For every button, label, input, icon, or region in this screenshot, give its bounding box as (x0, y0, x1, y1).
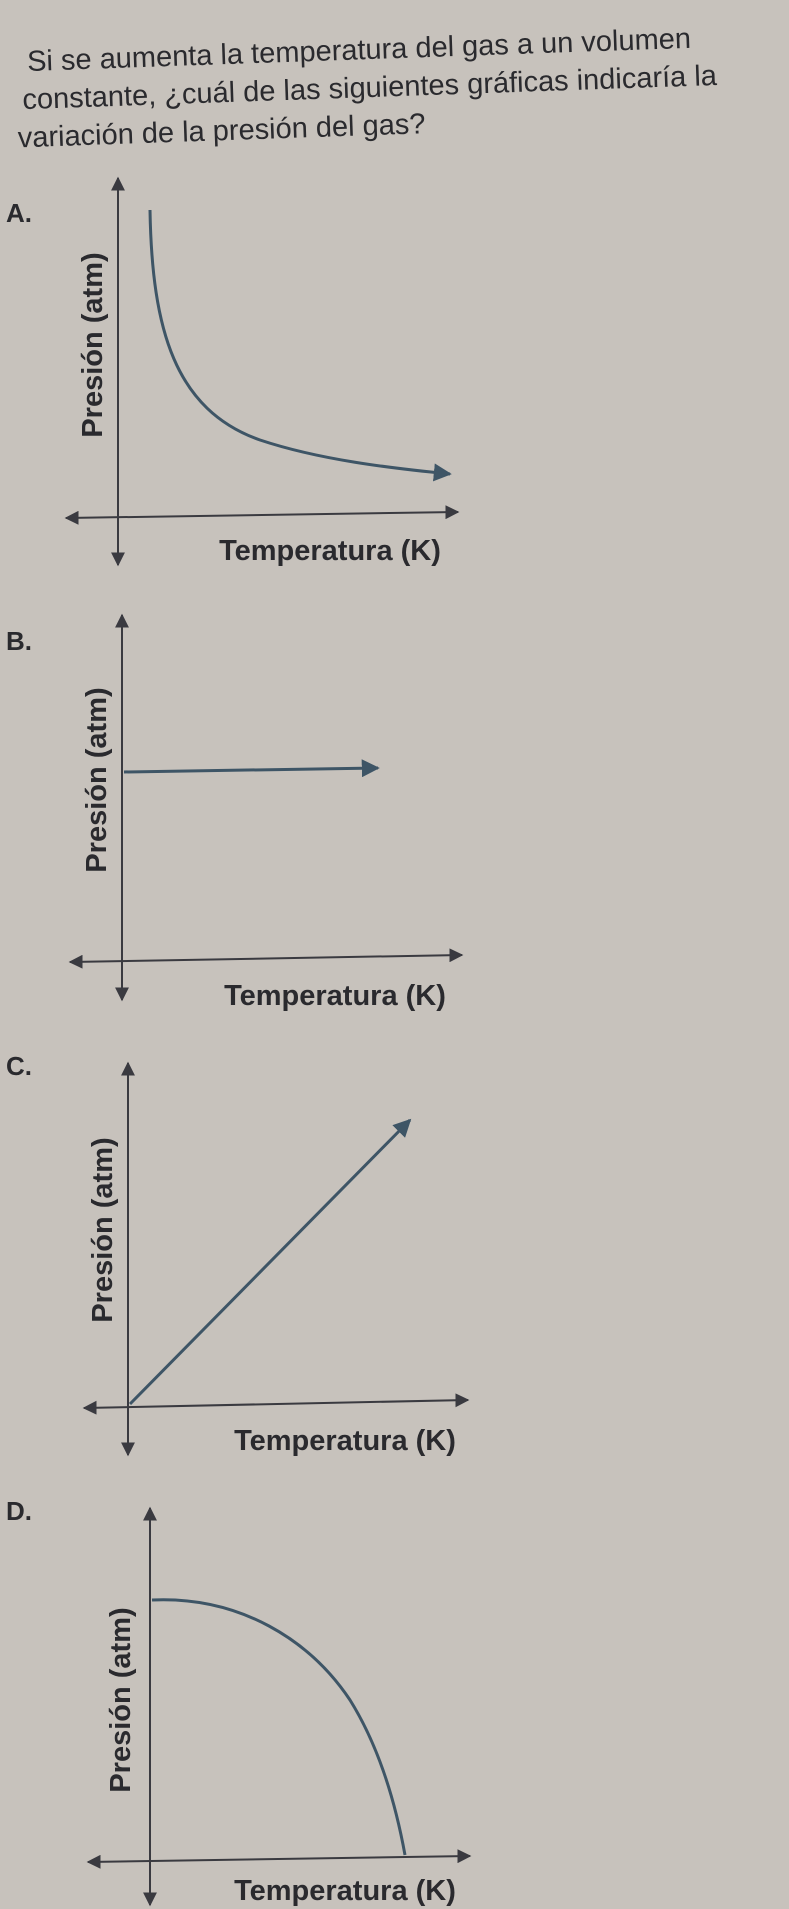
y-axis-label: Presión (atm) (77, 252, 109, 437)
option-letter: D. (6, 1496, 32, 1526)
option-b: B. Presión (atm) Temperatura (K) (6, 613, 464, 1012)
option-c: C. Presión (atm) Temperatura (K) (6, 1051, 470, 1457)
x-axis-label: Temperatura (K) (219, 535, 441, 567)
option-letter: B. (6, 626, 32, 656)
option-a: A. Presión (atm) Temperatura (K) (6, 176, 460, 567)
x-axis (64, 505, 460, 525)
y-axis-label: Presión (atm) (81, 687, 113, 872)
x-axis-label: Temperatura (K) (224, 980, 446, 1012)
question-line: variación de la presión del gas? (17, 108, 426, 154)
y-axis-label: Presión (atm) (87, 1137, 119, 1322)
x-axis (82, 1393, 470, 1415)
option-d: D. Presión (atm) Temperatura (K) (6, 1496, 472, 1907)
curve (151, 1598, 407, 1856)
curve (148, 209, 452, 482)
x-axis-label: Temperatura (K) (234, 1425, 456, 1457)
option-letter: A. (6, 198, 32, 228)
curve (123, 759, 380, 778)
option-letter: C. (6, 1051, 32, 1081)
x-axis-label: Temperatura (K) (234, 1875, 456, 1907)
curve (128, 1118, 412, 1406)
x-axis (68, 948, 464, 969)
x-axis (86, 1849, 472, 1869)
question: Si se aumenta la temperatura del gas a u… (17, 23, 718, 155)
y-axis-label: Presión (atm) (105, 1607, 137, 1792)
